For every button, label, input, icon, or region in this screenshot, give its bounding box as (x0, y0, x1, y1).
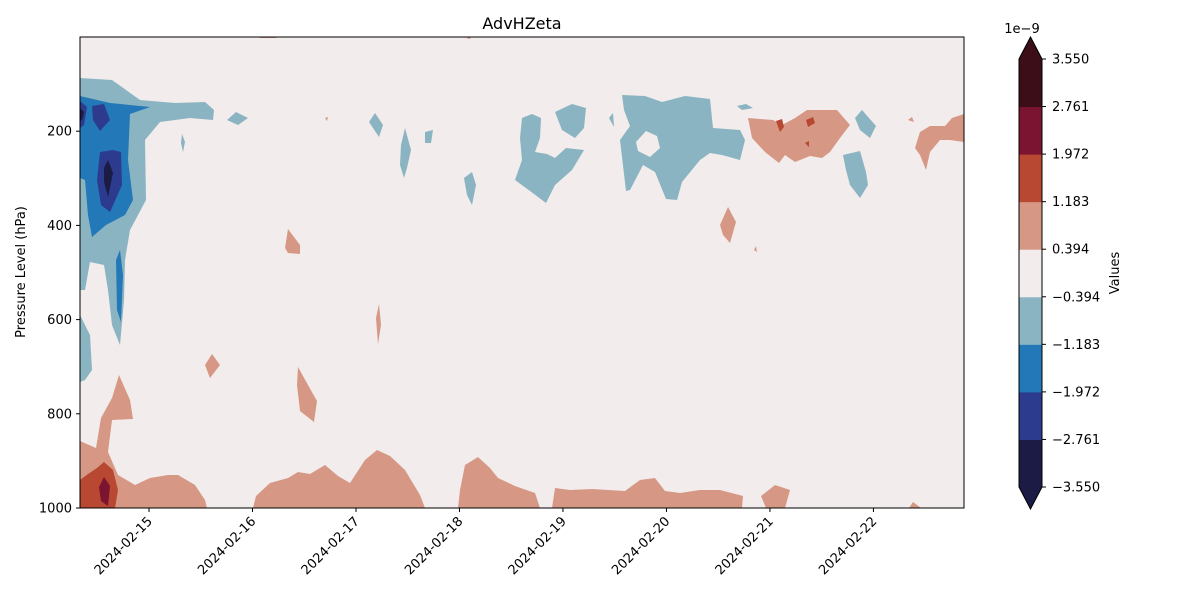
y-tick-label: 400 (47, 219, 72, 234)
colorbar-tick-label: −0.394 (1052, 290, 1100, 305)
contour-region (908, 117, 914, 122)
x-tick-label: 2024-02-18 (402, 514, 466, 578)
chart-title: AdvHZeta (482, 14, 561, 33)
contour-region (80, 315, 92, 382)
colorbar-segment (1019, 201, 1042, 250)
contour-region (855, 110, 876, 138)
contour-region (555, 104, 586, 138)
plot-frame (79, 36, 965, 509)
colorbar-segment (1019, 296, 1042, 345)
contour-region (843, 151, 868, 198)
contour-region (253, 450, 425, 508)
colorbar-segment (1019, 154, 1042, 203)
contour-region (720, 207, 736, 243)
colorbar-tick-label: −2.761 (1052, 433, 1100, 448)
colorbar-tick-label: 1.183 (1052, 195, 1089, 210)
colorbar-label: Values (1108, 252, 1123, 295)
y-tick-label: 600 (47, 313, 72, 328)
contour-region (227, 112, 248, 125)
colorbar-segment (1019, 249, 1042, 298)
colorbar-extend-max (1019, 37, 1042, 59)
contour-region (116, 250, 123, 322)
contour-region (325, 117, 328, 121)
contour-region (80, 108, 84, 121)
x-tick-label: 2024-02-19 (506, 514, 570, 578)
x-axis: 2024-02-15 2024-02-16 2024-02-17 2024-02-18… (92, 508, 880, 578)
colorbar-segment (1019, 344, 1042, 393)
colorbar-tick-label: −1.183 (1052, 338, 1100, 353)
contour-region (748, 110, 850, 163)
y-tick-label: 800 (47, 407, 72, 422)
colorbar: −3.550 −2.761 −1.972 −1.183 −0.394 0.394 1.183… (1018, 35, 1100, 511)
contour-region (376, 304, 381, 344)
contour-region (806, 117, 815, 127)
contour-region (552, 478, 743, 508)
colorbar-tick-label: −1.972 (1052, 385, 1100, 400)
colorbar-tick-label: 3.550 (1052, 53, 1089, 68)
colorbar-segment (1019, 106, 1042, 155)
contour-region (458, 457, 540, 508)
colorbar-segment (1019, 391, 1042, 440)
contour-region (464, 172, 476, 205)
contour-region (609, 113, 614, 127)
contour-region (737, 104, 753, 110)
x-tick-label: 2024-02-17 (299, 514, 363, 578)
contour-region (99, 477, 110, 506)
contour-region (400, 128, 411, 178)
contour-region (915, 114, 964, 170)
contour-region (205, 354, 220, 378)
colorbar-extend-min (1019, 487, 1042, 509)
colorbar-tick-label: 2.761 (1052, 100, 1089, 115)
x-tick-label: 2024-02-16 (195, 514, 259, 578)
y-axis: 200 400 600 800 1000 (39, 125, 80, 517)
contour-region (620, 95, 745, 200)
contour-region (636, 131, 660, 157)
plot-background (80, 37, 964, 508)
y-tick-label: 1000 (39, 502, 72, 517)
y-axis-label: Pressure Level (hPa) (14, 206, 29, 338)
colorbar-tick-label: 0.394 (1052, 243, 1089, 258)
colorbar-segment (1019, 439, 1042, 488)
contour-region (297, 367, 317, 422)
contour-region (104, 160, 113, 197)
contour-region (181, 134, 185, 152)
colorbar-tick-label: 1.972 (1052, 148, 1089, 163)
contour-region (92, 104, 110, 131)
x-tick-label: 2024-02-15 (92, 514, 156, 578)
colorbar-segment (1019, 59, 1042, 108)
contour-region (515, 114, 584, 203)
contour-region (80, 101, 87, 128)
contour-region (776, 119, 784, 132)
colorbar-multiplier: 1e−9 (1004, 22, 1039, 37)
x-tick-label: 2024-02-21 (713, 514, 777, 578)
contour-region (761, 485, 790, 508)
y-tick-label: 200 (47, 125, 72, 140)
contour-regions (80, 37, 964, 508)
contour-region (425, 130, 433, 143)
contour-region (369, 113, 383, 137)
contour-region (285, 229, 300, 254)
contour-region (805, 141, 809, 147)
x-tick-label: 2024-02-20 (609, 514, 673, 578)
contour-region (754, 246, 757, 252)
x-tick-label: 2024-02-22 (816, 514, 880, 578)
colorbar-tick-label: −3.550 (1052, 481, 1100, 496)
contour-region (909, 502, 921, 508)
